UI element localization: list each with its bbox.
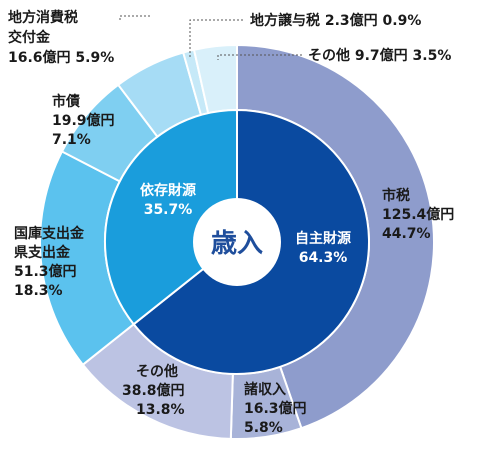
label-sonota-jishu-name: その他 xyxy=(136,363,178,380)
label-kokko-pct: 18.3% xyxy=(14,283,63,299)
label-sonota-jishu-amount: 38.8億円 xyxy=(122,382,185,399)
label-shizei-amount: 125.4億円 xyxy=(382,206,454,223)
leader-line-sonota-dependent xyxy=(217,54,302,60)
leader-line-chiho-shohizei xyxy=(119,15,150,20)
label-shisai-amount: 19.9億円 xyxy=(52,112,115,129)
label-chiho-shohizei-amount: 16.6億円 5.9% xyxy=(8,49,114,66)
label-shoshunyu-name: 諸収入 xyxy=(244,381,286,398)
label-shizei-name: 市税 xyxy=(382,187,410,204)
label-kokko-amount: 51.3億円 xyxy=(14,263,77,280)
center-label: 歳入 xyxy=(211,229,263,259)
inner-label-izon-name: 依存財源 xyxy=(140,182,196,199)
label-chiho-shohizei-name2: 交付金 xyxy=(8,29,51,46)
label-kokko-name1: 国庫支出金 xyxy=(14,225,85,242)
label-chiho-shohizei-name1: 地方消費税 xyxy=(8,9,78,26)
label-shoshunyu-pct: 5.8% xyxy=(244,420,283,436)
label-chiho-joyozei: 地方譲与税 2.3億円 0.9% xyxy=(250,12,421,29)
label-kokko-name2: 県支出金 xyxy=(14,244,71,261)
label-shizei-pct: 44.7% xyxy=(382,226,431,242)
label-shoshunyu-amount: 16.3億円 xyxy=(244,400,307,417)
inner-label-jishu-pct: 64.3% xyxy=(299,250,348,266)
inner-label-izon-pct: 35.7% xyxy=(144,202,193,218)
label-shisai-name: 市債 xyxy=(52,93,80,110)
inner-label-jishu-name: 自主財源 xyxy=(295,230,351,247)
label-sonota-izon: その他 9.7億円 3.5% xyxy=(308,47,451,64)
label-sonota-jishu-pct: 13.8% xyxy=(136,402,185,418)
leader-line-chiho-joyozei xyxy=(189,19,243,58)
center-disc xyxy=(193,198,281,286)
label-shisai-pct: 7.1% xyxy=(52,132,91,148)
inner-slice-1 xyxy=(104,108,238,326)
